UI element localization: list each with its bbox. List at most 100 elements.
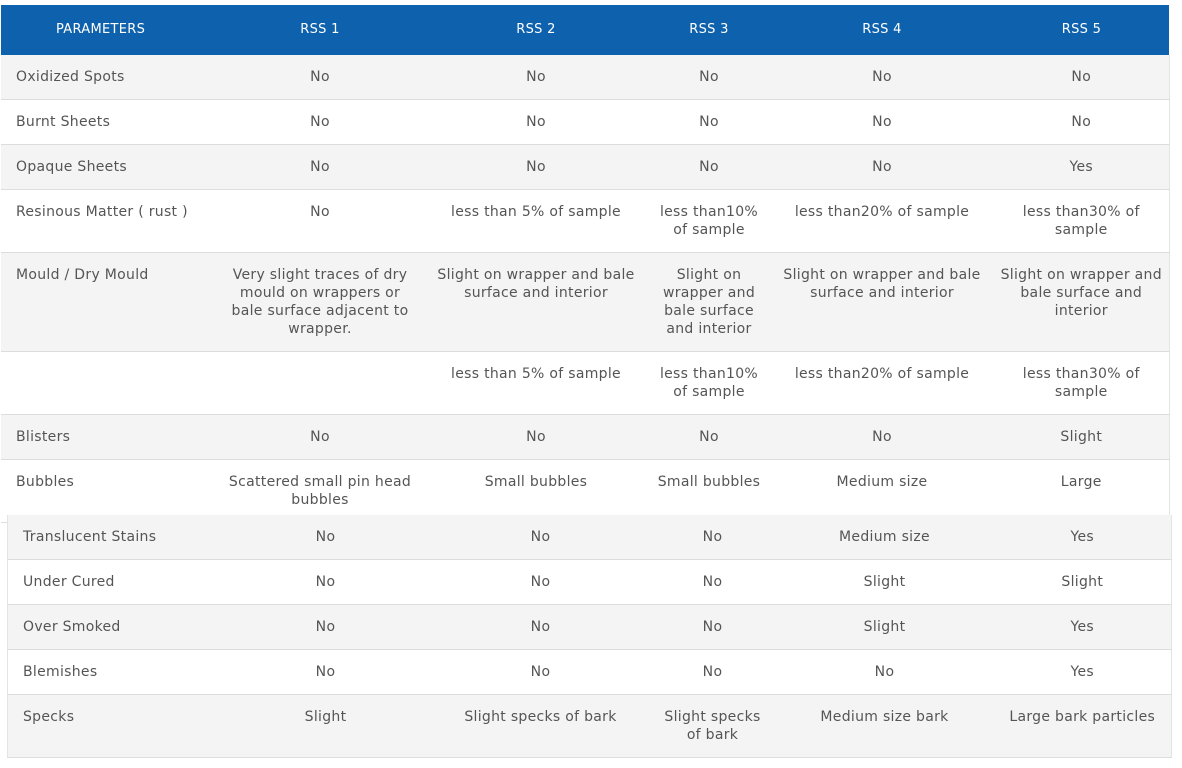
param-cell: Opaque Sheets bbox=[1, 144, 216, 190]
value-cell: No bbox=[216, 99, 424, 145]
value-cell: No bbox=[424, 99, 648, 145]
value-cell: No bbox=[431, 515, 650, 560]
value-cell: No bbox=[219, 515, 432, 560]
table-row: Blisters No No No No Slight bbox=[1, 414, 1170, 460]
value-cell: less than20% of sample bbox=[770, 189, 994, 253]
value-cell: No bbox=[770, 55, 994, 100]
header-rss3: RSS 3 bbox=[648, 5, 770, 55]
param-cell: Bubbles bbox=[1, 459, 216, 523]
value-cell: Slight on wrapper and bale surface and i… bbox=[770, 252, 994, 352]
value-cell: No bbox=[431, 649, 650, 695]
value-cell: less than10% of sample bbox=[648, 351, 770, 415]
param-cell: Blemishes bbox=[7, 649, 220, 695]
value-cell: No bbox=[994, 55, 1170, 100]
value-cell: No bbox=[424, 144, 648, 190]
value-cell: Yes bbox=[993, 515, 1172, 560]
value-cell: Slight on wrapper and bale surface and i… bbox=[994, 252, 1170, 352]
header-rss2: RSS 2 bbox=[424, 5, 648, 55]
header-rss1: RSS 1 bbox=[216, 5, 424, 55]
value-cell: Yes bbox=[993, 604, 1172, 650]
param-cell: Mould / Dry Mould bbox=[1, 252, 216, 352]
value-cell bbox=[216, 351, 424, 415]
table-row: Translucent Stains No No No Medium size … bbox=[7, 515, 1172, 560]
value-cell: Slight bbox=[775, 604, 994, 650]
value-cell: No bbox=[216, 189, 424, 253]
table-row: Blemishes No No No No Yes bbox=[7, 649, 1172, 695]
value-cell: less than 5% of sample bbox=[424, 351, 648, 415]
value-cell: Very slight traces of dry mould on wrapp… bbox=[216, 252, 424, 352]
value-cell: No bbox=[648, 144, 770, 190]
param-cell: Over Smoked bbox=[7, 604, 220, 650]
param-cell: Burnt Sheets bbox=[1, 99, 216, 145]
param-cell: Oxidized Spots bbox=[1, 55, 216, 100]
value-cell: No bbox=[770, 414, 994, 460]
table-row: Burnt Sheets No No No No No bbox=[1, 99, 1170, 145]
value-cell: No bbox=[649, 559, 776, 605]
value-cell: Yes bbox=[994, 144, 1170, 190]
value-cell: Medium size bark bbox=[775, 694, 994, 758]
value-cell: less than 5% of sample bbox=[424, 189, 648, 253]
value-cell: No bbox=[219, 559, 432, 605]
value-cell: Slight bbox=[775, 559, 994, 605]
value-cell: Slight bbox=[993, 559, 1172, 605]
value-cell: No bbox=[216, 55, 424, 100]
value-cell: No bbox=[216, 144, 424, 190]
value-cell: Yes bbox=[993, 649, 1172, 695]
value-cell: less than20% of sample bbox=[770, 351, 994, 415]
table-row: Opaque Sheets No No No No Yes bbox=[1, 144, 1170, 190]
table-row: Over Smoked No No No Slight Yes bbox=[7, 604, 1172, 650]
value-cell: Slight specks of bark bbox=[649, 694, 776, 758]
param-cell bbox=[1, 351, 216, 415]
header-rss5: RSS 5 bbox=[994, 5, 1169, 55]
table-row: Under Cured No No No Slight Slight bbox=[7, 559, 1172, 605]
value-cell: Slight bbox=[994, 414, 1170, 460]
table-row: less than 5% of sample less than10% of s… bbox=[1, 351, 1170, 415]
param-cell: Resinous Matter ( rust ) bbox=[1, 189, 216, 253]
value-cell: less than30% of sample bbox=[994, 189, 1170, 253]
value-cell: Large bark particles bbox=[993, 694, 1172, 758]
value-cell: No bbox=[770, 144, 994, 190]
value-cell: Slight bbox=[219, 694, 432, 758]
value-cell: No bbox=[648, 99, 770, 145]
table-row: Specks Slight Slight specks of bark Slig… bbox=[7, 694, 1172, 758]
value-cell: Slight on wrapper and bale surface and i… bbox=[648, 252, 770, 352]
value-cell: less than10% of sample bbox=[648, 189, 770, 253]
value-cell: Medium size bbox=[770, 459, 994, 523]
table-row: Bubbles Scattered small pin head bubbles… bbox=[1, 459, 1170, 523]
value-cell: No bbox=[219, 649, 432, 695]
value-cell: Medium size bbox=[775, 515, 994, 560]
value-cell: No bbox=[649, 649, 776, 695]
value-cell: Scattered small pin head bubbles bbox=[216, 459, 424, 523]
table-header: PARAMETERS RSS 1 RSS 2 RSS 3 RSS 4 RSS 5 bbox=[1, 5, 1169, 55]
value-cell: Slight on wrapper and bale surface and i… bbox=[424, 252, 648, 352]
value-cell: No bbox=[648, 55, 770, 100]
header-rss4: RSS 4 bbox=[770, 5, 994, 55]
value-cell: Small bubbles bbox=[424, 459, 648, 523]
value-cell: less than30% of sample bbox=[994, 351, 1170, 415]
param-cell: Blisters bbox=[1, 414, 216, 460]
value-cell: No bbox=[431, 559, 650, 605]
value-cell: No bbox=[431, 604, 650, 650]
value-cell: No bbox=[424, 414, 648, 460]
value-cell: No bbox=[649, 604, 776, 650]
value-cell: No bbox=[648, 414, 770, 460]
rss-grade-table-continued: Translucent Stains No No No Medium size … bbox=[7, 515, 1172, 758]
param-cell: Translucent Stains bbox=[7, 515, 220, 560]
value-cell: No bbox=[770, 99, 994, 145]
value-cell: No bbox=[219, 604, 432, 650]
value-cell: No bbox=[775, 649, 994, 695]
param-cell: Under Cured bbox=[7, 559, 220, 605]
table-row: Oxidized Spots No No No No No bbox=[1, 55, 1170, 100]
table-row: Mould / Dry Mould Very slight traces of … bbox=[1, 252, 1170, 352]
value-cell: Small bubbles bbox=[648, 459, 770, 523]
value-cell: Large bbox=[994, 459, 1170, 523]
value-cell: No bbox=[649, 515, 776, 560]
table-row: Resinous Matter ( rust ) No less than 5%… bbox=[1, 189, 1170, 253]
value-cell: No bbox=[994, 99, 1170, 145]
param-cell: Specks bbox=[7, 694, 220, 758]
value-cell: No bbox=[216, 414, 424, 460]
header-parameters: PARAMETERS bbox=[1, 5, 216, 55]
value-cell: No bbox=[424, 55, 648, 100]
rss-grade-table: PARAMETERS RSS 1 RSS 2 RSS 3 RSS 4 RSS 5… bbox=[1, 5, 1170, 523]
value-cell: Slight specks of bark bbox=[431, 694, 650, 758]
